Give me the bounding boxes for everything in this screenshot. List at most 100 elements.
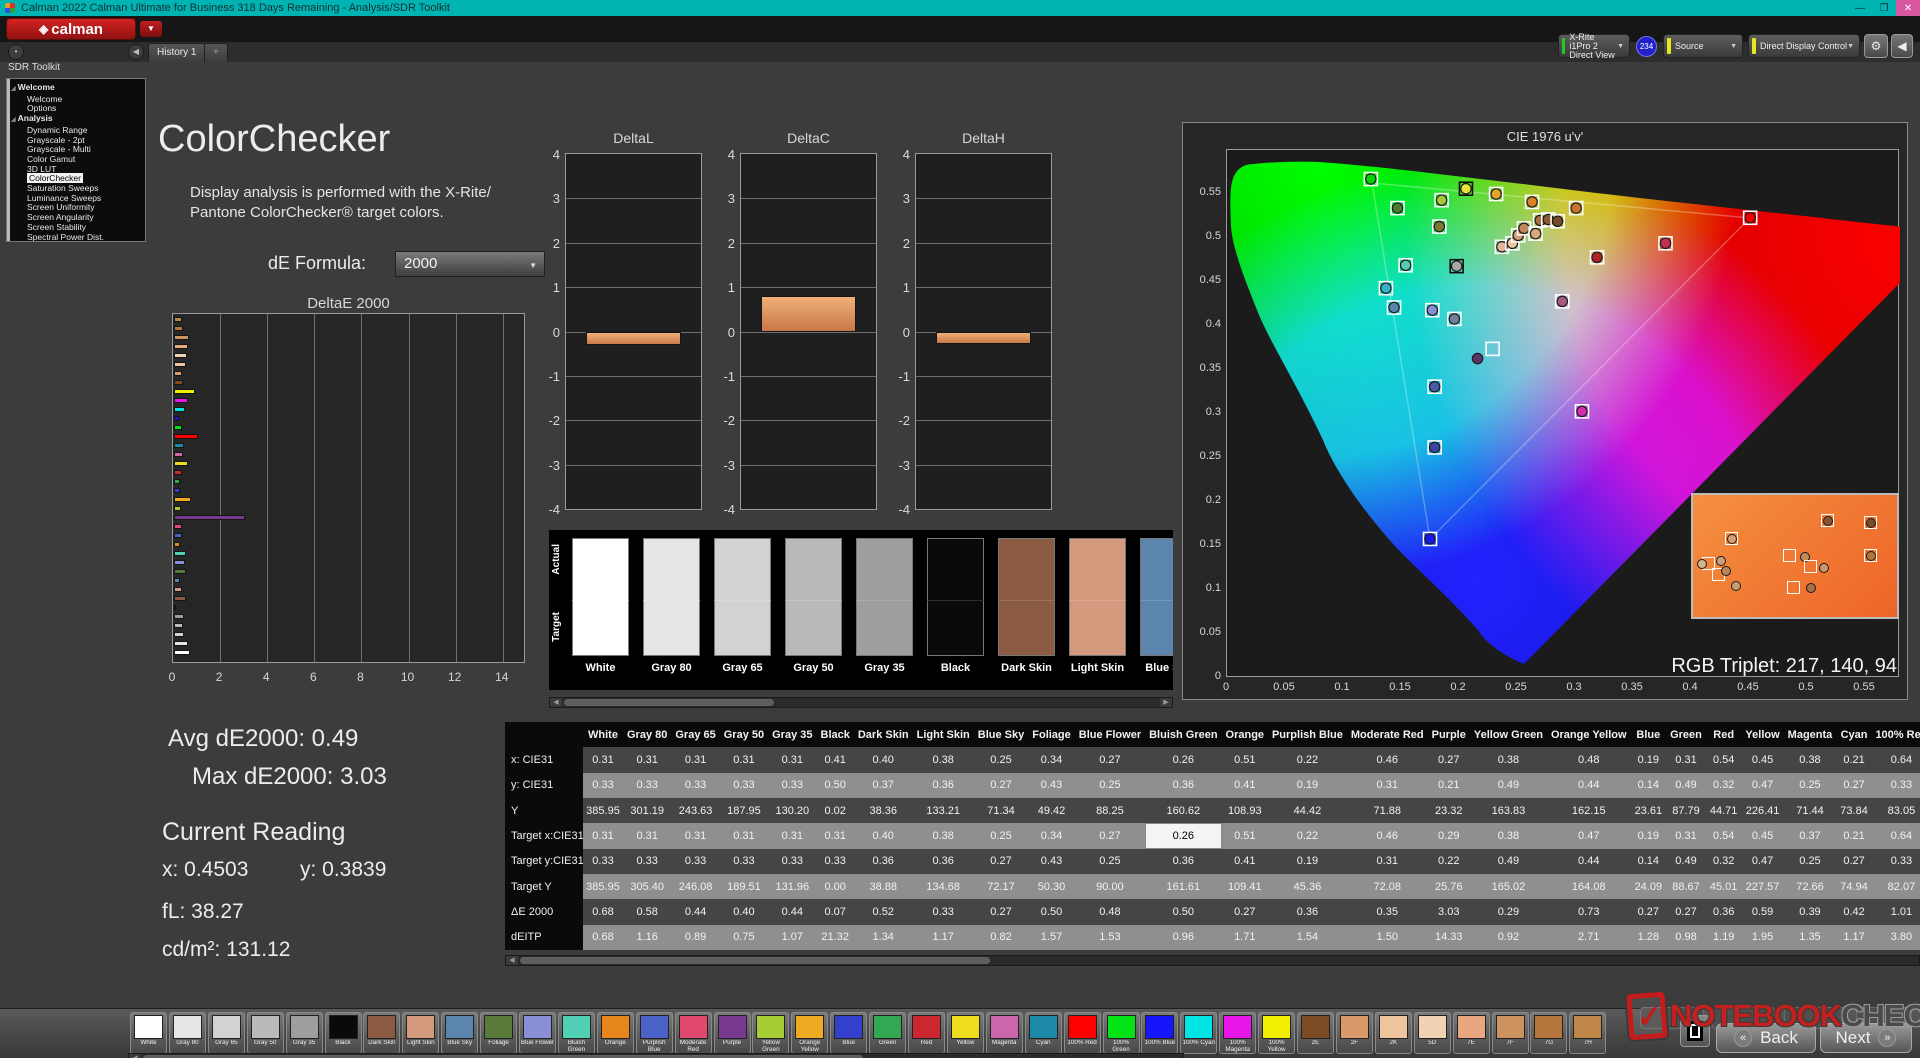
patch-button-gray-35[interactable]: Gray 35 xyxy=(285,1012,323,1054)
actual-row-label: Actual xyxy=(551,544,562,575)
colorchecker-data-table: x: CIE31 y: CIE31 Y Target x:CIE31 Target y:… xyxy=(505,722,1920,950)
strip-swatch-gray-80[interactable]: Gray 80 xyxy=(643,538,700,674)
table-column-cyan: Cyan 0.21 0.27 73.84 0.21 0.27 74.94 0.42 1.17 xyxy=(1836,722,1872,950)
strip-swatch-dark-skin[interactable]: Dark Skin xyxy=(998,538,1055,674)
patch-button-orange-yellow[interactable]: Orange Yellow xyxy=(791,1012,829,1054)
strip-swatch-black[interactable]: Black xyxy=(927,538,984,674)
sidebar-item-saturation-sweeps[interactable]: Saturation Sweeps xyxy=(27,183,99,194)
patch-button-100-green[interactable]: 100% Green xyxy=(1102,1012,1140,1054)
pattern-window-toggle[interactable] xyxy=(1680,1015,1710,1047)
table-column-blue: Blue 0.19 0.14 23.61 0.19 0.14 24.09 0.27 1.28 xyxy=(1630,722,1667,950)
patch-button-2k[interactable]: 2K xyxy=(1374,1012,1412,1054)
deltae-bar-magenta xyxy=(174,452,184,457)
patch-button-orange[interactable]: Orange xyxy=(596,1012,634,1054)
sidebar-item-spectral-power-dist-[interactable]: Spectral Power Dist. xyxy=(27,231,104,242)
tab-history-1[interactable]: History 1 xyxy=(148,43,206,62)
sidebar-item-dynamic-range[interactable]: Dynamic Range xyxy=(27,124,88,135)
patch-button-7h[interactable]: 7H xyxy=(1569,1012,1607,1054)
next-button[interactable]: Next » xyxy=(1820,1023,1912,1053)
strip-swatch-white[interactable]: White xyxy=(572,538,629,674)
sidebar-item-color-gamut[interactable]: Color Gamut xyxy=(27,153,76,164)
patch-button-7g[interactable]: 7G xyxy=(1530,1012,1568,1054)
sidebar-item-welcome[interactable]: Welcome xyxy=(27,93,63,104)
meter-button[interactable]: X-Rite i1Pro 2 Direct View ▼ xyxy=(1558,32,1630,59)
patch-button-gray-65[interactable]: Gray 65 xyxy=(207,1012,245,1054)
patch-button-cyan[interactable]: Cyan xyxy=(1024,1012,1062,1054)
deltae-bar-gray-35 xyxy=(174,614,185,619)
back-button[interactable]: « Back xyxy=(1716,1023,1816,1053)
maximize-button[interactable]: ❐ xyxy=(1879,2,1889,14)
calman-logo-button[interactable]: ◈ calman xyxy=(6,18,136,40)
patch-button-purple[interactable]: Purple xyxy=(713,1012,751,1054)
patch-button-green[interactable]: Green xyxy=(869,1012,907,1054)
patch-button-yellow-green[interactable]: Yellow Green xyxy=(752,1012,790,1054)
patch-button-blue-flower[interactable]: Blue Flower xyxy=(519,1012,556,1054)
sidebar-item-3d-lut[interactable]: 3D LUT xyxy=(27,163,57,174)
de-formula-dropdown[interactable]: 2000 ▼ xyxy=(395,251,545,277)
patch-button-7e[interactable]: 7E xyxy=(1452,1012,1490,1054)
table-column-100-red: 100% Red0.640.3383.050.640.3382.071.013.… xyxy=(1871,722,1920,950)
patch-button-blue-sky[interactable]: Blue Sky xyxy=(441,1012,479,1054)
minimize-button[interactable]: — xyxy=(1855,2,1865,14)
sidebar-item-options[interactable]: Options xyxy=(27,103,57,114)
window-title: Calman 2022 Calman Ultimate for Business… xyxy=(21,2,450,14)
calman-menu-dropdown[interactable]: ▼ xyxy=(140,21,162,37)
chevron-down-icon: ▼ xyxy=(1847,42,1854,50)
strip-swatch-light-skin[interactable]: Light Skin xyxy=(1069,538,1126,674)
sidebar-item-grayscale-2pt[interactable]: Grayscale - 2pt xyxy=(27,134,85,145)
swatch-strip-scrollbar[interactable]: ◀ ▶ xyxy=(549,697,1173,708)
settings-gear-button[interactable]: ⚙ xyxy=(1864,34,1888,58)
cie-measurement-points xyxy=(1363,171,1758,547)
patch-button-100-red[interactable]: 100% Red xyxy=(1063,1012,1101,1054)
patch-button-white[interactable]: White xyxy=(130,1012,167,1054)
layout-dot-button[interactable]: • xyxy=(8,44,24,60)
patch-button-100-cyan[interactable]: 100% Cyan xyxy=(1180,1012,1218,1054)
patch-bar-scrollbar[interactable]: ◀ xyxy=(128,1053,1184,1058)
deltae-bar-purplish-blue xyxy=(174,533,183,538)
patch-button-7f[interactable]: 7F xyxy=(1491,1012,1529,1054)
patch-button-2e[interactable]: 2E xyxy=(1297,1012,1334,1054)
patch-button-black[interactable]: Black xyxy=(324,1012,362,1054)
sidebar-item-colorchecker[interactable]: ColorChecker xyxy=(27,173,83,184)
patch-button-100-yellow[interactable]: 100% Yellow xyxy=(1258,1012,1296,1054)
patch-button-gray-80[interactable]: Gray 80 xyxy=(168,1012,206,1054)
collapse-panel-button[interactable]: ◀ xyxy=(128,44,144,60)
strip-swatch-gray-35[interactable]: Gray 35 xyxy=(856,538,913,674)
patch-button-bluish-green[interactable]: Bluish Green xyxy=(557,1012,595,1054)
collapse-toolbar-button[interactable]: ◀ xyxy=(1891,34,1913,58)
patch-button-purplish-blue[interactable]: Purplish Blue xyxy=(635,1012,673,1054)
patch-button-100-magenta[interactable]: 100% Magenta xyxy=(1219,1012,1257,1054)
sidebar-item-screen-angularity[interactable]: Screen Angularity xyxy=(27,212,94,223)
display-control-button[interactable]: Direct Display Control ▼ xyxy=(1748,34,1860,58)
sidebar-item-luminance-sweeps[interactable]: Luminance Sweeps xyxy=(27,192,102,203)
app-icon xyxy=(5,3,15,13)
patch-button-100-blue[interactable]: 100% Blue xyxy=(1141,1012,1179,1054)
strip-swatch-blue-sky[interactable]: Blue Sky xyxy=(1140,538,1173,674)
patch-button-gray-50[interactable]: Gray 50 xyxy=(246,1012,284,1054)
patch-button-yellow[interactable]: Yellow xyxy=(946,1012,984,1054)
deltae-bar-dark-skin xyxy=(174,596,187,601)
patch-button-blue[interactable]: Blue xyxy=(830,1012,868,1054)
sidebar-item-welcome[interactable]: ◢ Welcome xyxy=(11,82,55,92)
sidebar-item-analysis[interactable]: ◢ Analysis xyxy=(11,113,53,124)
meter-count-badge[interactable]: 234 xyxy=(1636,36,1657,57)
patch-button-dark-skin[interactable]: Dark Skin xyxy=(363,1012,401,1054)
tab-add-button[interactable]: + xyxy=(204,43,228,62)
sidebar-item-screen-uniformity[interactable]: Screen Uniformity xyxy=(27,202,95,213)
strip-swatch-gray-50[interactable]: Gray 50 xyxy=(785,538,842,674)
patch-button-5d[interactable]: 5D xyxy=(1413,1012,1451,1054)
strip-swatch-gray-65[interactable]: Gray 65 xyxy=(714,538,771,674)
deltae-bar-blue xyxy=(174,488,181,493)
sidebar-item-grayscale-multi[interactable]: Grayscale - Multi xyxy=(27,144,91,155)
sidebar-item-screen-stability[interactable]: Screen Stability xyxy=(27,221,87,232)
patch-button-magenta[interactable]: Magenta xyxy=(985,1012,1023,1054)
patch-button-2f[interactable]: 2F xyxy=(1335,1012,1373,1054)
patch-button-light-skin[interactable]: Light Skin xyxy=(402,1012,440,1054)
table-scrollbar[interactable]: ◀ xyxy=(505,955,1920,966)
source-button[interactable]: Source ▼ xyxy=(1663,34,1743,58)
patch-button-foliage[interactable]: Foliage xyxy=(480,1012,518,1054)
patch-button-red[interactable]: Red xyxy=(908,1012,945,1054)
patch-button-moderate-red[interactable]: Moderate Red xyxy=(674,1012,712,1054)
close-button[interactable]: ✕ xyxy=(1896,0,1920,16)
